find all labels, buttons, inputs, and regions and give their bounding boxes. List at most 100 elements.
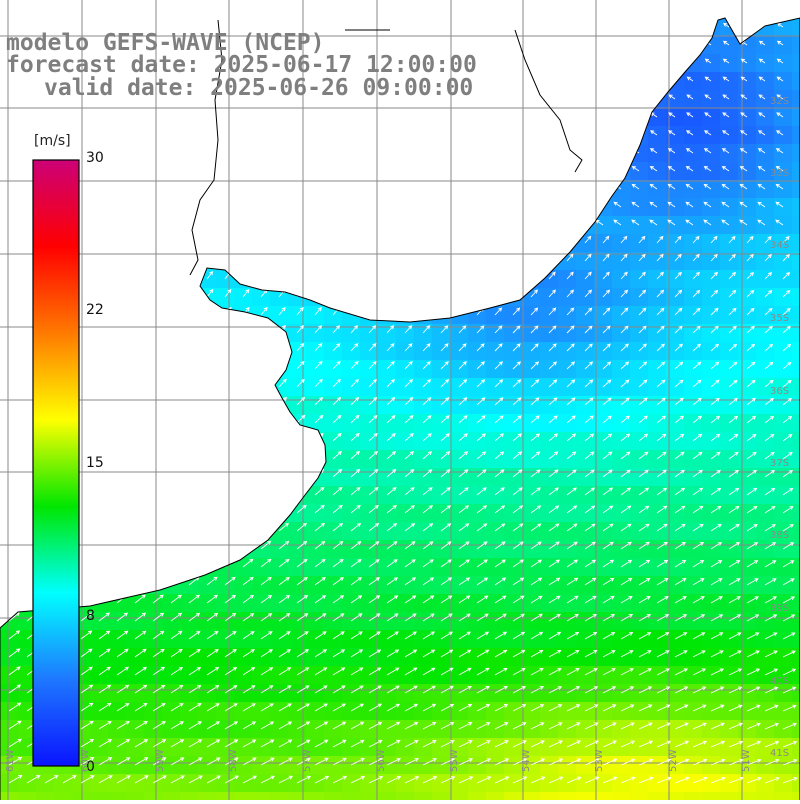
wind-arrow (746, 289, 755, 298)
wind-speed-cell (576, 774, 595, 793)
wind-arrow (512, 613, 525, 622)
wind-speed-cell (396, 720, 415, 739)
wind-arrow (566, 289, 575, 298)
wind-arrow (314, 595, 327, 604)
wind-arrow (674, 271, 682, 280)
wind-arrow (602, 668, 616, 676)
wind-speed-cell (648, 252, 667, 271)
wind-arrow (260, 757, 275, 766)
wind-speed-cell (630, 684, 649, 703)
wind-arrow (692, 343, 702, 352)
colorbar-tick-0: 0 (86, 759, 95, 775)
wind-arrow (458, 703, 473, 712)
wind-speed-cell (504, 504, 523, 523)
wind-arrow (685, 165, 694, 172)
wind-speed-cell (684, 720, 703, 739)
lon-label: 61W (5, 749, 16, 772)
wind-speed-cell (792, 666, 800, 685)
wind-speed-cell (90, 774, 109, 793)
wind-speed-cell (720, 288, 739, 307)
wind-speed-cell (774, 702, 793, 721)
wind-arrow (710, 560, 723, 568)
wind-speed-cell (756, 774, 775, 793)
wind-arrow (685, 148, 694, 154)
wind-speed-cell (756, 702, 775, 721)
wind-speed-cell (108, 720, 127, 739)
wind-speed-cell (162, 720, 181, 739)
wind-speed-cell (774, 504, 793, 523)
wind-arrow (260, 576, 272, 586)
wind-arrow (260, 703, 274, 712)
wind-arrow (476, 451, 487, 460)
wind-speed-cell (450, 576, 469, 595)
wind-arrow (782, 271, 791, 280)
wind-arrow (458, 613, 471, 622)
wind-arrow (620, 614, 634, 622)
wind-speed-cell (378, 666, 397, 685)
wind-speed-cell (774, 792, 793, 800)
wind-arrow (296, 540, 308, 550)
wind-arrow (728, 415, 739, 424)
wind-arrow (314, 685, 328, 694)
wind-arrow (728, 668, 743, 676)
wind-speed-cell (756, 216, 775, 235)
wind-arrow (350, 667, 364, 676)
wind-speed-cell (558, 702, 577, 721)
wind-speed-cell (414, 612, 433, 631)
colorbar-tick-22: 22 (86, 302, 104, 318)
wind-speed-cell (342, 342, 361, 361)
wind-arrow (260, 667, 274, 676)
wind-speed-cell (684, 162, 703, 181)
wind-arrow (278, 703, 292, 712)
wind-arrow (776, 94, 784, 100)
wind-arrow (764, 487, 776, 496)
wind-speed-cell (540, 594, 559, 613)
wind-arrow (386, 343, 395, 352)
wind-arrow (458, 361, 467, 370)
wind-arrow (656, 469, 667, 478)
wind-speed-cell (792, 234, 800, 253)
wind-speed-cell (414, 792, 433, 800)
wind-arrow (710, 253, 718, 262)
wind-arrow (458, 325, 467, 334)
wind-arrow (296, 757, 311, 766)
wind-arrow (134, 757, 149, 766)
wind-speed-cell (234, 288, 253, 307)
wind-arrow (350, 703, 365, 712)
wind-arrow (350, 649, 364, 658)
wind-arrow (512, 469, 523, 478)
wind-arrow (728, 361, 738, 370)
wind-arrow (134, 666, 148, 676)
lon-label: 59W (155, 749, 166, 772)
wind-speed-cell (612, 702, 631, 721)
wind-speed-cell (738, 522, 757, 541)
wind-arrow (422, 577, 435, 586)
wind-arrow (584, 686, 599, 694)
wind-arrow (476, 613, 489, 622)
wind-speed-cell (468, 774, 487, 793)
wind-speed-cell (252, 738, 271, 757)
wind-arrow (548, 325, 557, 334)
wind-arrow (458, 451, 469, 460)
wind-arrow (368, 343, 377, 352)
wind-arrow (728, 704, 743, 712)
wind-arrow (620, 235, 628, 244)
wind-arrow (512, 505, 524, 514)
wind-speed-cell (738, 630, 757, 649)
wind-speed-cell (522, 540, 541, 559)
wind-arrow (566, 559, 579, 568)
wind-arrow (584, 704, 599, 712)
wind-arrow (296, 522, 308, 532)
wind-speed-cell (396, 702, 415, 721)
wind-arrow (440, 433, 450, 442)
model-title: modelo GEFS-WAVE (NCEP) (6, 30, 325, 56)
wind-arrow (332, 504, 343, 514)
wind-arrow (188, 757, 203, 766)
wind-arrow (746, 704, 761, 712)
wind-arrow (764, 704, 779, 712)
wind-arrow (8, 630, 21, 640)
wind-arrow (368, 613, 381, 622)
wind-arrow (566, 541, 578, 550)
wind-arrow (404, 379, 414, 388)
